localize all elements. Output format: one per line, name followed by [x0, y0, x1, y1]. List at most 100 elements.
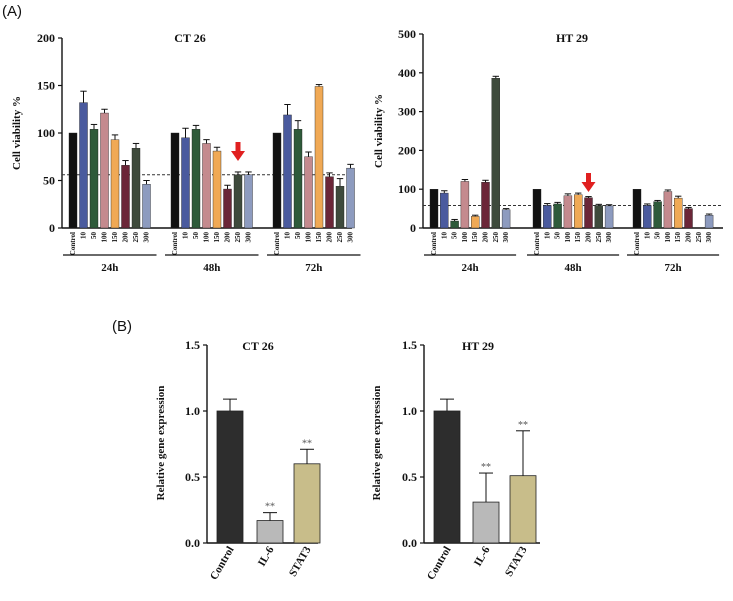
group-label-ct26-viability: 48h [203, 262, 220, 274]
bar-ct26-viability-72h-Control [272, 132, 282, 229]
bar-ht29-viability-24h-50 [450, 220, 459, 229]
x-tick-label-ht29-viability: 50 [451, 232, 459, 240]
y-tick-label-ht29-viability: 400 [398, 66, 416, 80]
significance-label-ht29-expression: ** [481, 462, 491, 473]
bar-ht29-viability-24h-250 [491, 78, 500, 229]
x-tick-label-ht29-viability: 250 [695, 232, 703, 243]
y-axis-label-ht29-viability: Cell viability % [373, 94, 385, 168]
group-label-ht29-viability: 24h [461, 262, 478, 274]
bar-ct26-viability-24h-150 [110, 139, 120, 229]
bar-ct26-viability-72h-10 [283, 114, 292, 229]
x-tick-label-ct26-viability: 200 [326, 232, 334, 243]
x-tick-label-ht29-viability: Control [633, 232, 641, 255]
bar-ct26-viability-72h-300 [346, 167, 355, 229]
bar-ht29-viability-24h-150 [471, 216, 480, 229]
x-tick-label-ct26-viability: 100 [203, 232, 211, 243]
y-tick-label-ht29-expression: 0.0 [402, 536, 417, 550]
y-axis-label-ht29-expression: Relative gene expression [371, 386, 383, 501]
y-tick-label-ct26-viability: 50 [43, 174, 55, 188]
x-tick-label-ct26-viability: 10 [182, 232, 190, 240]
x-tick-label-ct26-viability: 200 [122, 232, 130, 243]
bar-ct26-expression-STAT3 [293, 463, 321, 544]
bar-ht29-viability-48h-50 [553, 203, 562, 229]
x-tick-label-ct26-viability: Control [273, 232, 281, 255]
bar-ht29-viability-24h-Control [429, 188, 439, 229]
x-tick-label-ht29-viability: 250 [492, 232, 500, 243]
significance-label-ct26-expression: ** [265, 502, 275, 513]
x-tick-label-ht29-viability: Control [533, 232, 541, 255]
bar-ht29-viability-24h-10 [440, 192, 449, 229]
x-tick-label-ct26-viability: 300 [245, 232, 253, 243]
bar-ct26-viability-48h-150 [212, 150, 222, 229]
x-tick-label-ht29-viability: 50 [554, 232, 562, 240]
bar-ht29-viability-48h-300 [604, 205, 614, 229]
bar-ct26-viability-48h-10 [181, 137, 190, 229]
bar-ct26-viability-48h-100 [202, 143, 211, 229]
chart-ct26-expression: CT 26 Relative gene expression 0.0 0.5 1.0… [155, 338, 321, 583]
y-tick-label-ht29-viability: 500 [398, 27, 416, 41]
x-tick-label-ht29-viability: 50 [654, 232, 662, 240]
x-tick-label-ct26-viability: 200 [224, 232, 232, 243]
x-tick-label-ht29-expression: IL-6 [472, 544, 493, 568]
chart-ct26-viability: CT 26 Cell viability % 050100150200Contr… [11, 31, 361, 274]
bar-ht29-viability-72h-Control [632, 188, 642, 229]
x-tick-label-ht29-viability: 150 [574, 232, 582, 243]
x-tick-label-ht29-viability: 10 [643, 232, 651, 240]
group-label-ct26-viability: 24h [101, 262, 118, 274]
x-tick-label-ct26-viability: 250 [132, 232, 140, 243]
x-tick-label-ht29-viability: 150 [471, 232, 479, 243]
bar-ct26-viability-72h-150 [314, 86, 324, 229]
x-tick-label-ct26-viability: Control [171, 232, 179, 255]
x-tick-label-ct26-viability: 150 [111, 232, 119, 243]
x-tick-label-ct26-viability: 50 [90, 232, 98, 240]
x-tick-label-ht29-viability: 10 [543, 232, 551, 240]
bar-ht29-viability-72h-50 [653, 201, 662, 229]
bar-ct26-viability-48h-200 [223, 188, 232, 229]
y-tick-label-ht29-viability: 100 [398, 182, 416, 196]
bar-ht29-viability-24h-300 [501, 209, 511, 229]
bar-ct26-viability-48h-250 [233, 174, 243, 229]
x-tick-label-ht29-viability: 300 [605, 232, 613, 243]
bar-ht29-viability-48h-10 [543, 205, 552, 229]
bar-ht29-viability-48h-200 [584, 197, 593, 229]
bar-ct26-viability-24h-100 [100, 112, 109, 229]
y-tick-label-ct26-expression: 1.0 [185, 404, 200, 418]
x-tick-label-ct26-viability: 100 [101, 232, 109, 243]
y-tick-label-ht29-expression: 0.5 [402, 470, 417, 484]
bar-ct26-viability-48h-50 [191, 128, 201, 229]
x-tick-label-ht29-viability: 10 [440, 232, 448, 240]
bar-ht29-viability-72h-200 [684, 208, 693, 229]
bar-ht29-viability-72h-100 [663, 191, 673, 229]
significance-label-ct26-expression: ** [302, 438, 312, 449]
chart-title-ht29-viability: HT 29 [556, 31, 588, 45]
x-tick-label-ht29-expression: Control [425, 545, 454, 583]
bar-ct26-viability-24h-10 [79, 102, 88, 229]
y-tick-label-ht29-viability: 0 [410, 221, 416, 235]
y-tick-label-ct26-viability: 200 [37, 31, 55, 45]
chart-ht29-viability: HT 29 Cell viability % 0 100 200 300 400 500 C… [373, 27, 723, 274]
y-tick-label-ct26-expression: 1.5 [185, 338, 200, 352]
y-tick-label-ct26-expression: 0.5 [185, 470, 200, 484]
bar-ht29-expression-Control [433, 410, 461, 544]
bar-ct26-viability-72h-250 [335, 185, 345, 229]
x-tick-label-ht29-viability: 100 [664, 232, 672, 243]
bar-ht29-viability-72h-10 [643, 205, 652, 229]
bar-ct26-viability-72h-50 [293, 128, 303, 229]
bar-ct26-viability-24h-50 [89, 128, 99, 229]
bar-ht29-viability-48h-Control [532, 188, 542, 229]
x-tick-label-ht29-viability: 200 [685, 232, 693, 243]
bar-ct26-expression-IL-6 [256, 520, 284, 544]
arrow-shaft-ht29-viability [586, 173, 591, 183]
arrow-head-ht29-viability [581, 182, 596, 192]
chart-title-ht29-expression: HT 29 [462, 339, 494, 353]
bar-ct26-viability-24h-200 [121, 165, 130, 229]
x-tick-label-ht29-viability: Control [430, 232, 438, 255]
bar-ht29-viability-24h-200 [481, 182, 490, 229]
x-tick-label-ht29-viability: 200 [585, 232, 593, 243]
bar-ht29-viability-48h-250 [594, 205, 603, 229]
x-tick-label-ct26-expression: Control [208, 545, 237, 583]
chart-title-ct26-expression: CT 26 [242, 339, 273, 353]
x-tick-label-ct26-expression: STAT3 [287, 544, 314, 579]
bar-ct26-viability-24h-Control [68, 132, 78, 229]
